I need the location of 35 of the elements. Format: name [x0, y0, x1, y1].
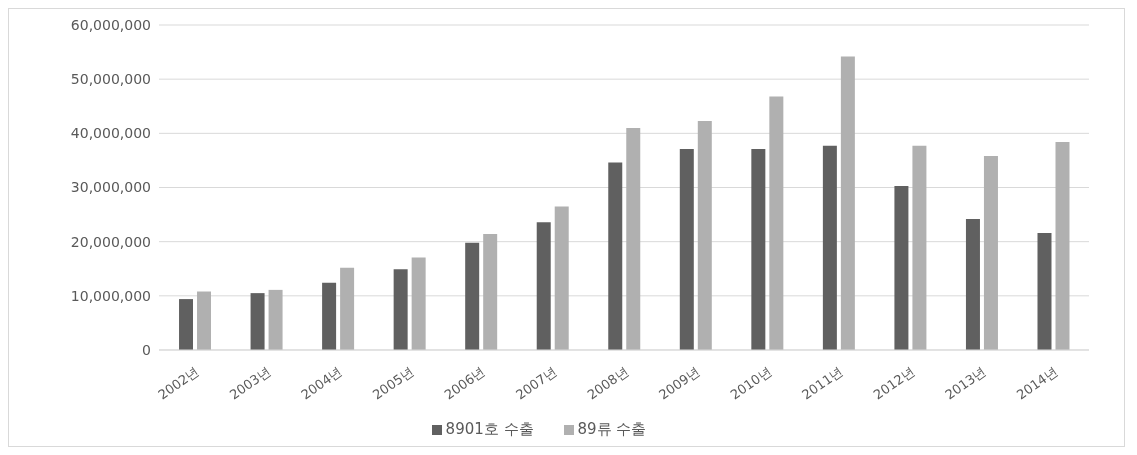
bar: [1037, 233, 1052, 350]
bar: [1055, 142, 1070, 350]
bar: [912, 145, 927, 350]
legend-label: 89류 수출: [577, 420, 647, 438]
bar: [608, 162, 623, 350]
y-tick-label: 20,000,000: [70, 233, 151, 250]
bar: [697, 120, 712, 350]
bar: [197, 291, 212, 350]
bar: [751, 149, 766, 350]
bar: [769, 96, 784, 350]
bar: [965, 218, 980, 350]
y-tick-label: 0: [142, 341, 151, 358]
y-tick-label: 30,000,000: [70, 179, 151, 196]
bar: [393, 269, 408, 350]
bar: [536, 222, 551, 350]
bar: [322, 282, 337, 350]
bar: [840, 56, 855, 350]
bar: [340, 267, 355, 350]
bar: [268, 289, 283, 350]
legend-label: 8901호 수출: [445, 420, 534, 438]
y-tick-label: 50,000,000: [70, 71, 151, 88]
bar: [626, 127, 641, 350]
bar: [250, 293, 265, 350]
y-tick-label: 10,000,000: [70, 287, 151, 304]
bar: [411, 257, 426, 350]
bar: [465, 242, 480, 350]
bar: [554, 206, 569, 350]
bar: [983, 156, 998, 350]
y-tick-label: 60,000,000: [70, 16, 151, 33]
bar: [483, 234, 498, 350]
y-tick-label: 40,000,000: [70, 125, 151, 142]
bar: [679, 149, 694, 350]
bar: [822, 145, 837, 350]
bar: [894, 185, 909, 350]
bar: [179, 299, 194, 350]
